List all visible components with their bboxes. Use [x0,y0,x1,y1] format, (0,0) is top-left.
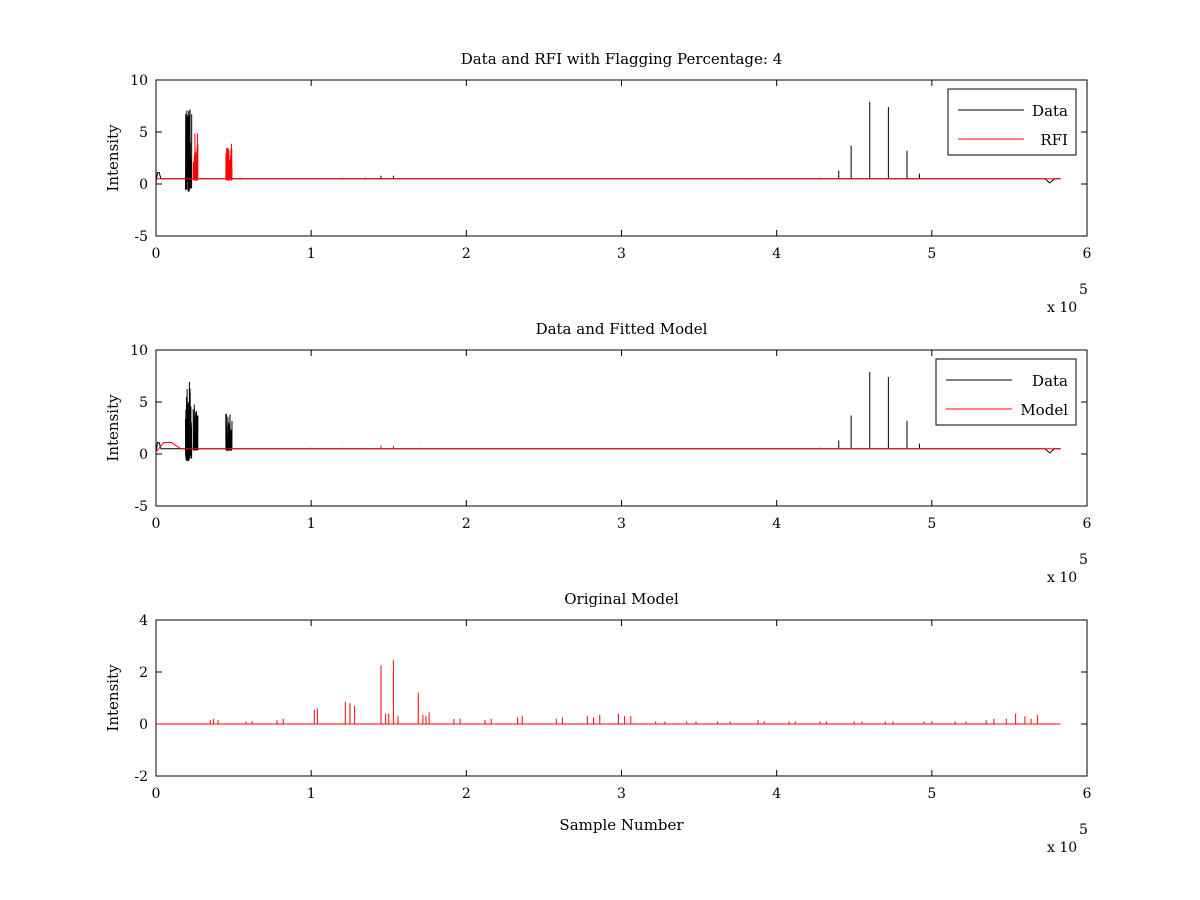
chart-title: Data and RFI with Flagging Percentage: 4 [461,50,783,68]
y-axis-label: Intensity [104,664,122,732]
axes-frame [155,349,1088,507]
x-multiplier-label: x 10 [1047,570,1077,586]
y-tick-label: 0 [139,177,148,193]
noise-burst [192,133,199,181]
y-axis-label: Intensity [104,394,122,462]
y-tick-label: 10 [130,343,148,359]
y-tick-label: 0 [139,717,148,733]
legend: Data Model [935,358,1077,426]
legend-label: RFI [1040,131,1068,149]
chart-title: Original Model [564,590,679,608]
x-multiplier-exponent: 5 [1079,282,1088,298]
x-tick-label: 3 [617,786,626,802]
y-tick-label: 5 [139,395,148,411]
axes-frame [155,79,1088,237]
y-tick-label: -5 [134,229,148,245]
legend-label: Model [1020,401,1068,419]
legend-box [935,358,1077,426]
x-tick-label: 1 [307,246,316,262]
chart-title: Data and Fitted Model [536,320,708,338]
noise-burst [225,143,233,181]
x-tick-label: 1 [307,516,316,532]
legend-box [947,88,1077,156]
y-tick-label: 5 [139,125,148,141]
x-tick-label: 6 [1083,516,1092,532]
x-tick-label: 2 [462,516,471,532]
x-tick-label: 4 [772,516,781,532]
panel-1: Data and RFI with Flagging Percentage: 4… [104,50,1092,316]
x-multiplier-label: x 10 [1047,840,1077,856]
y-tick-label: 0 [139,447,148,463]
x-multiplier-exponent: 5 [1079,822,1088,838]
y-tick-label: 4 [139,613,148,629]
x-tick-label: 5 [927,246,936,262]
legend-label: Data [1032,102,1068,120]
noise-burst [225,413,233,451]
y-axis-label: Intensity [104,124,122,192]
series-model [156,660,1061,725]
x-tick-label: 1 [307,786,316,802]
x-multiplier-label: x 10 [1047,300,1077,316]
series-model [155,442,1061,453]
x-tick-label: 4 [772,786,781,802]
x-axis-label: Sample Number [559,816,684,834]
x-tick-label: 3 [617,516,626,532]
x-tick-label: 5 [927,516,936,532]
series-rfi [156,133,1061,181]
x-tick-label: 2 [462,786,471,802]
y-tick-label: -5 [134,499,148,515]
noise-burst [185,109,193,192]
x-tick-label: 5 [927,786,936,802]
x-tick-label: 4 [772,246,781,262]
legend-label: Data [1032,372,1068,390]
x-tick-label: 6 [1083,246,1092,262]
x-tick-label: 6 [1083,786,1092,802]
x-tick-label: 0 [152,516,161,532]
axes-frame [155,619,1088,777]
noise-burst [192,404,199,451]
x-tick-label: 0 [152,786,161,802]
x-tick-label: 2 [462,246,471,262]
y-tick-label: -2 [134,769,148,785]
noise-burst [185,381,193,462]
y-tick-label: 2 [139,665,148,681]
legend: Data RFI [947,88,1077,156]
series-line [155,442,1061,453]
x-tick-label: 3 [617,246,626,262]
y-tick-label: 10 [130,73,148,89]
x-tick-label: 0 [152,246,161,262]
x-multiplier-exponent: 5 [1079,552,1088,568]
